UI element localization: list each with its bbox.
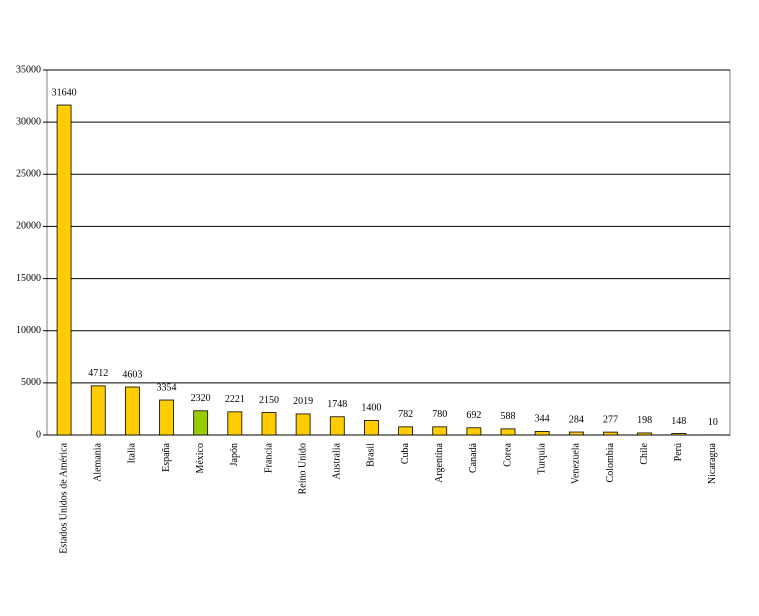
x-tick-label: España <box>161 442 172 471</box>
x-tick-label: Japón <box>229 443 240 466</box>
data-label: 4603 <box>122 369 142 380</box>
y-tick-label: 5000 <box>21 377 41 388</box>
y-tick-label: 20000 <box>16 221 41 232</box>
bar <box>159 399 174 436</box>
bar <box>124 386 140 436</box>
data-label: 782 <box>398 409 413 420</box>
y-tick-label: 30000 <box>16 116 41 127</box>
x-tick-label: Corea <box>502 442 513 466</box>
x-tick-label: Nicaragua <box>707 442 718 484</box>
x-tick-label: Alemania <box>93 442 104 481</box>
x-tick-label: Estados Unidos de América <box>58 442 69 553</box>
data-label: 2150 <box>259 395 279 406</box>
data-label: 284 <box>569 414 584 425</box>
x-tick-label: Reino Unido <box>297 443 308 494</box>
bar <box>90 385 106 436</box>
x-tick-label: Turquía <box>536 442 547 474</box>
data-label: 148 <box>671 416 686 427</box>
y-tick-label: 10000 <box>16 325 41 336</box>
plot-area <box>46 69 731 436</box>
data-label: 2320 <box>191 393 211 404</box>
y-tick-label: 25000 <box>16 169 41 180</box>
data-label: 198 <box>637 415 652 426</box>
bar <box>329 416 345 436</box>
bar <box>364 419 379 436</box>
x-tick-label: Venezuela <box>571 442 582 484</box>
bar <box>500 428 516 436</box>
y-tick-label: 35000 <box>16 64 41 75</box>
y-tick-label: 0 <box>36 429 41 440</box>
x-tick-label: Brasil <box>366 443 377 467</box>
bar <box>534 431 550 436</box>
bar <box>227 411 243 436</box>
x-tick-label: Colombia <box>605 442 616 482</box>
bar <box>466 427 482 436</box>
bar <box>603 431 618 436</box>
bar <box>193 410 209 436</box>
data-label: 2019 <box>293 396 313 407</box>
bar <box>261 412 277 436</box>
x-tick-label: Argentina <box>434 442 445 482</box>
x-tick-label: México <box>195 443 206 474</box>
y-tick-label: 15000 <box>16 273 41 284</box>
data-label: 344 <box>535 414 550 425</box>
data-label: 1400 <box>361 403 381 414</box>
bar <box>295 413 311 436</box>
x-tick-label: Chile <box>639 442 650 464</box>
data-label: 4712 <box>88 368 108 379</box>
data-label: 277 <box>603 414 618 425</box>
data-label: 1748 <box>327 399 347 410</box>
data-label: 10 <box>708 417 718 428</box>
data-label: 2221 <box>225 394 245 405</box>
x-tick-label: Cuba <box>400 442 411 464</box>
bar <box>56 104 72 436</box>
data-label: 3354 <box>157 382 177 393</box>
data-label: 692 <box>466 410 481 421</box>
data-label: 31640 <box>52 87 77 98</box>
x-tick-label: Italia <box>127 442 138 463</box>
x-tick-label: Francia <box>263 442 274 473</box>
bar <box>398 426 413 436</box>
bar <box>432 426 448 436</box>
bar <box>637 432 653 436</box>
x-tick-label: Canadá <box>468 442 479 473</box>
data-label: 780 <box>432 409 447 420</box>
data-label: 588 <box>501 411 516 422</box>
x-tick-label: Perú <box>673 443 684 461</box>
bar <box>671 433 687 436</box>
bar <box>568 431 584 436</box>
x-tick-label: Australia <box>332 442 343 479</box>
